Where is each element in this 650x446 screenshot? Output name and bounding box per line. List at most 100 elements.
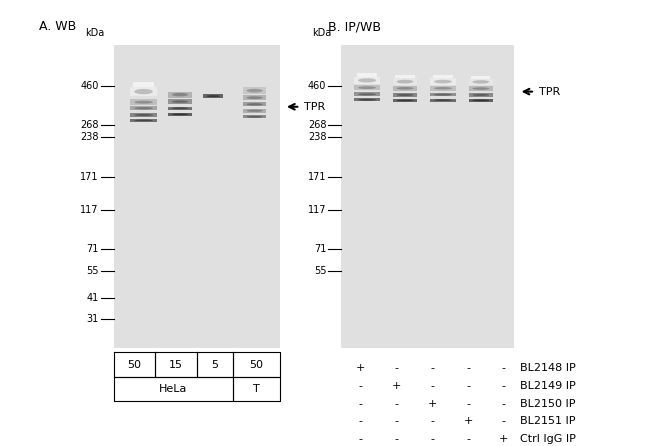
Text: 55: 55	[314, 265, 326, 276]
Ellipse shape	[396, 99, 413, 101]
Text: 460: 460	[308, 81, 326, 91]
Text: TPR: TPR	[539, 87, 560, 97]
Ellipse shape	[246, 110, 263, 112]
Ellipse shape	[135, 107, 153, 109]
Bar	[354, 98, 380, 102]
Text: 268: 268	[81, 120, 99, 130]
Text: 460: 460	[81, 81, 99, 91]
Text: 238: 238	[308, 132, 326, 142]
Bar	[203, 95, 223, 98]
Text: 268: 268	[308, 120, 326, 130]
Text: 117: 117	[81, 205, 99, 215]
Text: -: -	[502, 381, 506, 391]
Ellipse shape	[172, 114, 188, 115]
Text: +: +	[428, 399, 437, 409]
Ellipse shape	[396, 87, 413, 90]
Bar	[130, 119, 157, 122]
Ellipse shape	[135, 120, 153, 121]
Bar	[243, 115, 266, 119]
Bar	[395, 75, 415, 79]
Ellipse shape	[172, 93, 188, 96]
Bar	[243, 102, 266, 107]
Text: kDa: kDa	[312, 28, 332, 38]
Ellipse shape	[358, 99, 376, 101]
Text: -: -	[466, 399, 470, 409]
Text: -: -	[466, 381, 470, 391]
Text: BL2150 IP: BL2150 IP	[520, 399, 575, 409]
Ellipse shape	[473, 87, 489, 90]
Ellipse shape	[172, 100, 188, 103]
Bar	[393, 78, 417, 85]
Bar	[114, 45, 280, 348]
Text: -: -	[430, 381, 434, 391]
Bar	[432, 75, 453, 79]
Text: -: -	[502, 417, 506, 426]
Text: 171: 171	[81, 172, 99, 182]
Ellipse shape	[135, 89, 153, 94]
Ellipse shape	[434, 94, 452, 95]
Bar	[393, 86, 417, 91]
Bar	[168, 113, 192, 116]
Ellipse shape	[172, 107, 188, 109]
Text: 71: 71	[314, 244, 326, 254]
Text: +: +	[499, 434, 508, 444]
Bar	[469, 87, 493, 91]
Text: -: -	[430, 363, 434, 373]
Text: -: -	[430, 434, 434, 444]
Ellipse shape	[434, 87, 452, 90]
Text: -: -	[466, 363, 470, 373]
Text: TPR: TPR	[304, 102, 326, 112]
Text: HeLa: HeLa	[159, 384, 188, 394]
Bar	[354, 77, 380, 84]
Text: 31: 31	[86, 314, 99, 324]
Ellipse shape	[246, 103, 263, 106]
Bar	[430, 86, 456, 91]
Text: -: -	[359, 381, 363, 391]
Bar	[393, 93, 417, 97]
Ellipse shape	[396, 94, 413, 96]
Text: -: -	[502, 363, 506, 373]
Bar	[133, 82, 154, 88]
Ellipse shape	[396, 80, 413, 83]
Text: -: -	[430, 417, 434, 426]
Ellipse shape	[246, 116, 263, 118]
Bar	[469, 99, 493, 102]
Bar	[168, 91, 192, 98]
Text: T: T	[253, 384, 259, 394]
Text: 5: 5	[211, 359, 218, 370]
Ellipse shape	[206, 95, 220, 97]
Bar	[243, 87, 266, 94]
Text: +: +	[463, 417, 473, 426]
Text: kDa: kDa	[84, 28, 104, 38]
Text: -: -	[359, 417, 363, 426]
Bar	[130, 87, 157, 96]
Bar	[430, 93, 456, 96]
Text: -: -	[359, 434, 363, 444]
Text: 41: 41	[86, 293, 99, 303]
Text: BL2149 IP: BL2149 IP	[520, 381, 576, 391]
Bar	[243, 109, 266, 113]
Ellipse shape	[358, 78, 376, 83]
Ellipse shape	[135, 101, 153, 104]
Ellipse shape	[358, 93, 376, 95]
Bar	[130, 113, 157, 117]
Text: Ctrl IgG IP: Ctrl IgG IP	[520, 434, 576, 444]
Bar	[469, 79, 493, 85]
Bar	[357, 73, 378, 77]
Ellipse shape	[434, 80, 452, 83]
Bar	[430, 78, 456, 85]
Bar	[243, 95, 266, 100]
Bar	[354, 85, 380, 90]
Bar	[430, 99, 456, 102]
Text: B. IP/WB: B. IP/WB	[328, 21, 382, 33]
Text: A. WB: A. WB	[39, 21, 76, 33]
Ellipse shape	[473, 94, 489, 96]
Text: +: +	[392, 381, 401, 391]
Bar	[341, 45, 514, 348]
Bar	[393, 99, 417, 102]
Bar	[168, 107, 192, 110]
Text: 117: 117	[308, 205, 326, 215]
Text: -: -	[395, 363, 398, 373]
Text: -: -	[395, 399, 398, 409]
Text: -: -	[395, 434, 398, 444]
